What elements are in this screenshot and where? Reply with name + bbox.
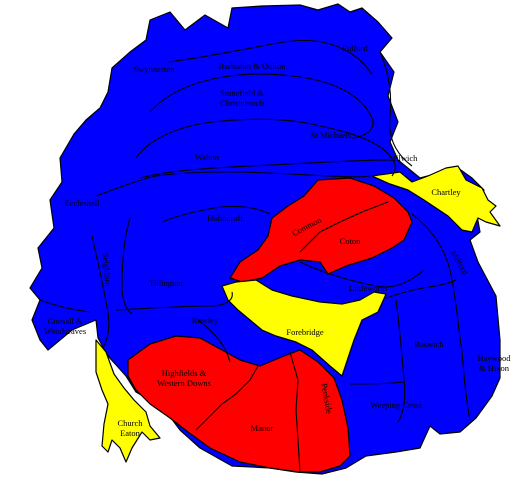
label-holmcroft: Holmcroft	[207, 213, 243, 223]
label-christchurch: Christchurch	[220, 98, 265, 108]
boundary-stonefield-outer	[149, 73, 374, 139]
label-church-eaton-2: Eaton	[120, 428, 141, 438]
label-rowley: Rowley	[192, 315, 219, 325]
south-red-region	[127, 335, 351, 473]
label-church-eaton-1: Church	[117, 418, 143, 428]
manor-penkside-divider	[289, 351, 301, 473]
boundary-baswich-top	[385, 279, 457, 299]
boundary-baswich-left	[395, 299, 406, 423]
boundary-weeping-cross	[349, 381, 405, 385]
label-tillington: Tillington	[149, 278, 183, 288]
label-manor: Manor	[251, 423, 274, 433]
highfields-manor-divider	[195, 365, 259, 431]
boundary-rowley-right	[197, 319, 231, 363]
boundary-walton-outer	[135, 118, 396, 177]
label-fulford: Fulford	[342, 43, 368, 53]
label-forebridge: Forebridge	[286, 327, 324, 337]
label-barlaston-oulton: Barlaston & Oulton	[218, 61, 286, 71]
boundary-milwich	[379, 51, 413, 167]
label-weeping-cross: Weeping Cross	[370, 400, 422, 410]
label-walton: Walton	[195, 152, 220, 162]
label-seighford: Seighford	[101, 253, 114, 288]
chartley-region	[371, 165, 501, 233]
label-gnosall-2: Woodseaves	[44, 326, 86, 336]
boundary-swynnerton-barlaston	[167, 39, 373, 75]
boundary-littleworth	[299, 261, 425, 288]
boundary-rowley-top	[115, 291, 233, 311]
label-littleworth: Littleworth	[349, 283, 388, 293]
label-coton: Coton	[340, 236, 362, 246]
label-swynnerton: Swynnerton	[133, 64, 175, 74]
forebridge-region	[221, 279, 387, 377]
boundary-milford	[411, 213, 471, 421]
boundary-walton-inner	[139, 159, 393, 179]
label-milwich: Milwich	[389, 153, 419, 163]
boundary-tillington	[121, 217, 133, 315]
label-chartley: Chartley	[431, 187, 461, 197]
common-coton-region	[229, 177, 413, 283]
label-highfields-1: Highfields &	[162, 368, 207, 378]
label-haywood-1: Haywood	[477, 353, 511, 363]
label-highfields-2: Western Downs	[157, 378, 211, 388]
boundary-eccleshall	[95, 171, 371, 197]
boundary-seighford	[91, 235, 110, 347]
label-haywood-2: & Hixon	[479, 363, 510, 373]
boundary-holmcroft	[161, 205, 271, 223]
church-eaton-region	[95, 339, 161, 463]
label-gnosall-1: Gnosall &	[47, 316, 83, 326]
label-eccleshall: Eccleshall	[65, 198, 101, 208]
boundary-gnosall	[39, 299, 91, 313]
label-st-michaels: St Michaels	[311, 130, 351, 140]
common-coton-divider	[299, 201, 389, 253]
label-baswich: Baswich	[414, 339, 444, 349]
label-stonefield: Stonefield &	[220, 88, 264, 98]
